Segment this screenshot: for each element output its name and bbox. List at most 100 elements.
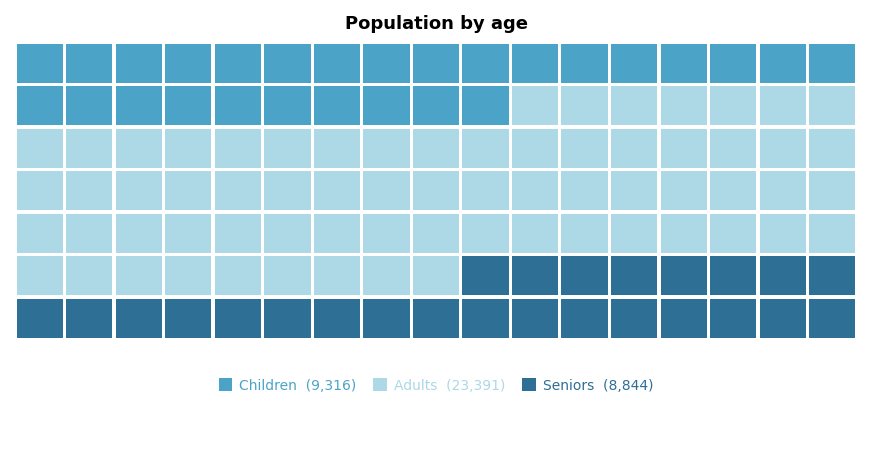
Bar bbox=[66, 214, 112, 253]
Bar bbox=[710, 172, 756, 211]
Bar bbox=[562, 129, 608, 168]
Bar bbox=[611, 214, 657, 253]
Bar bbox=[710, 129, 756, 168]
Bar bbox=[710, 45, 756, 83]
Bar bbox=[760, 257, 806, 296]
Bar bbox=[17, 257, 63, 296]
Bar bbox=[215, 214, 261, 253]
Bar bbox=[611, 257, 657, 296]
Bar bbox=[412, 45, 460, 83]
Bar bbox=[364, 87, 410, 126]
Bar bbox=[215, 172, 261, 211]
Bar bbox=[512, 214, 558, 253]
Bar bbox=[66, 129, 112, 168]
Bar bbox=[611, 45, 657, 83]
Bar bbox=[165, 87, 212, 126]
Bar bbox=[165, 257, 212, 296]
Bar bbox=[264, 45, 310, 83]
Bar bbox=[165, 299, 212, 338]
Bar bbox=[462, 257, 508, 296]
Bar bbox=[314, 87, 360, 126]
Bar bbox=[215, 257, 261, 296]
Bar bbox=[710, 257, 756, 296]
Bar bbox=[17, 172, 63, 211]
Bar bbox=[660, 87, 707, 126]
Bar bbox=[809, 214, 855, 253]
Bar bbox=[165, 172, 212, 211]
Bar bbox=[660, 214, 707, 253]
Bar bbox=[462, 87, 508, 126]
Bar bbox=[611, 87, 657, 126]
Bar bbox=[611, 129, 657, 168]
Bar bbox=[462, 172, 508, 211]
Bar bbox=[660, 299, 707, 338]
Bar bbox=[17, 299, 63, 338]
Bar bbox=[462, 299, 508, 338]
Bar bbox=[809, 45, 855, 83]
Bar bbox=[412, 87, 460, 126]
Bar bbox=[760, 299, 806, 338]
Bar bbox=[116, 214, 162, 253]
Bar bbox=[809, 172, 855, 211]
Bar bbox=[66, 299, 112, 338]
Bar bbox=[314, 172, 360, 211]
Bar bbox=[611, 172, 657, 211]
Bar bbox=[562, 214, 608, 253]
Bar bbox=[364, 129, 410, 168]
Bar bbox=[364, 257, 410, 296]
Bar bbox=[660, 129, 707, 168]
Bar bbox=[562, 172, 608, 211]
Bar bbox=[364, 172, 410, 211]
Bar bbox=[116, 299, 162, 338]
Bar bbox=[760, 129, 806, 168]
Bar bbox=[215, 45, 261, 83]
Bar bbox=[809, 87, 855, 126]
Bar bbox=[809, 257, 855, 296]
Bar bbox=[66, 87, 112, 126]
Bar bbox=[215, 129, 261, 168]
Bar bbox=[314, 299, 360, 338]
Bar bbox=[562, 299, 608, 338]
Bar bbox=[264, 214, 310, 253]
Bar bbox=[412, 129, 460, 168]
Bar bbox=[710, 299, 756, 338]
Bar bbox=[314, 129, 360, 168]
Bar bbox=[364, 299, 410, 338]
Bar bbox=[512, 299, 558, 338]
Bar bbox=[264, 299, 310, 338]
Bar bbox=[215, 87, 261, 126]
Bar bbox=[462, 45, 508, 83]
Bar bbox=[215, 299, 261, 338]
Bar bbox=[116, 172, 162, 211]
Legend: Children  (9,316), Adults  (23,391), Seniors  (8,844): Children (9,316), Adults (23,391), Senio… bbox=[213, 373, 659, 398]
Bar bbox=[412, 299, 460, 338]
Bar bbox=[116, 129, 162, 168]
Bar bbox=[116, 45, 162, 83]
Title: Population by age: Population by age bbox=[344, 15, 528, 33]
Bar bbox=[364, 214, 410, 253]
Bar bbox=[17, 87, 63, 126]
Bar bbox=[512, 45, 558, 83]
Bar bbox=[66, 172, 112, 211]
Bar bbox=[660, 257, 707, 296]
Bar bbox=[412, 214, 460, 253]
Bar bbox=[512, 87, 558, 126]
Bar bbox=[165, 214, 212, 253]
Bar bbox=[562, 87, 608, 126]
Bar bbox=[809, 129, 855, 168]
Bar bbox=[264, 129, 310, 168]
Bar bbox=[512, 257, 558, 296]
Bar bbox=[562, 257, 608, 296]
Bar bbox=[710, 214, 756, 253]
Bar bbox=[660, 172, 707, 211]
Bar bbox=[512, 129, 558, 168]
Bar bbox=[760, 87, 806, 126]
Bar bbox=[66, 257, 112, 296]
Bar bbox=[116, 87, 162, 126]
Bar bbox=[264, 172, 310, 211]
Bar bbox=[165, 129, 212, 168]
Bar bbox=[412, 257, 460, 296]
Bar bbox=[314, 45, 360, 83]
Bar bbox=[66, 45, 112, 83]
Bar bbox=[314, 257, 360, 296]
